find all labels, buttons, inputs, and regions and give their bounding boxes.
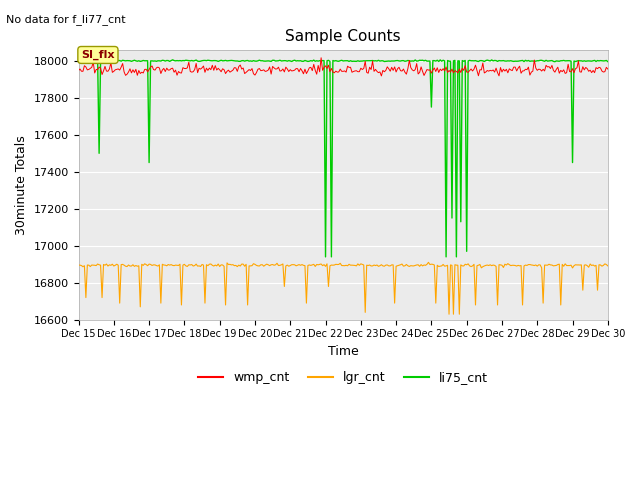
Y-axis label: 30minute Totals: 30minute Totals: [15, 135, 28, 235]
Title: Sample Counts: Sample Counts: [285, 29, 401, 44]
Legend: wmp_cnt, lgr_cnt, li75_cnt: wmp_cnt, lgr_cnt, li75_cnt: [193, 366, 493, 389]
Text: No data for f_li77_cnt: No data for f_li77_cnt: [6, 14, 126, 25]
X-axis label: Time: Time: [328, 345, 358, 358]
Text: SI_flx: SI_flx: [81, 50, 115, 60]
